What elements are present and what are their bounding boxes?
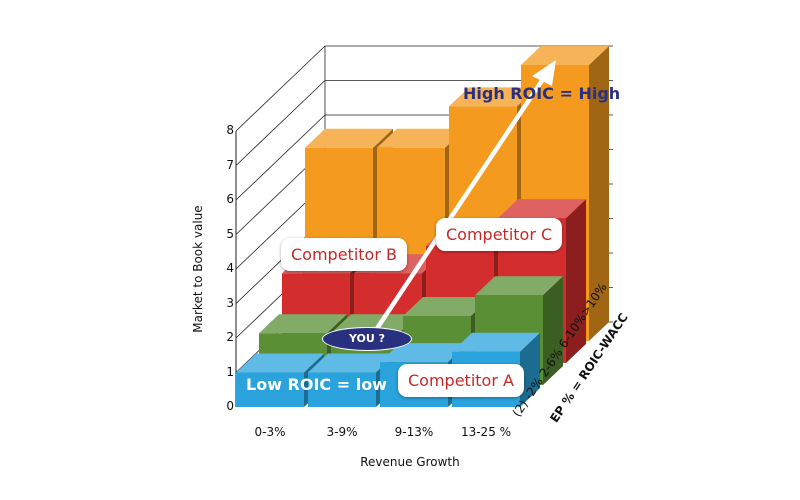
competitor-c-callout: Competitor C <box>436 218 563 251</box>
x-tick-label: 9-13% <box>394 425 434 439</box>
trend-arrow-line <box>373 73 548 333</box>
bar-top <box>403 297 491 316</box>
gridline-side <box>235 114 326 201</box>
y-tick-label: 0 <box>226 399 234 413</box>
x-tick-label: 13-25 % <box>460 425 512 439</box>
bar-top <box>380 343 468 363</box>
y-tick-label: 3 <box>226 295 234 310</box>
trend-arrow-head <box>532 60 556 86</box>
bar-side <box>566 199 586 363</box>
gridline-side <box>235 45 326 132</box>
y-tick-label: 1 <box>226 364 234 379</box>
bar-top <box>452 332 540 352</box>
y-tick-label: 7 <box>226 157 234 172</box>
bar-side <box>543 276 563 385</box>
bar-side <box>589 46 609 341</box>
y-tick-label: 6 <box>226 192 234 206</box>
bar-top <box>521 46 609 65</box>
bar <box>236 372 304 407</box>
y-tick-label: 8 <box>226 123 234 137</box>
competitor-a-callout: Competitor A <box>398 364 524 397</box>
bar-top <box>259 314 347 334</box>
bar-top <box>305 128 393 148</box>
y-tick-label: 2 <box>226 330 234 344</box>
bar-side <box>520 332 540 407</box>
you-badge: YOU ? <box>322 327 412 351</box>
x-axis-title: Revenue Growth <box>360 455 460 469</box>
gridline-side <box>235 80 326 166</box>
competitor-b-callout: Competitor B <box>281 238 407 271</box>
trend-arrow <box>373 60 556 333</box>
y-tick-label: 5 <box>226 226 234 241</box>
bar-top <box>377 128 465 148</box>
high-roic-label: High ROIC = High <box>463 84 621 103</box>
y-axis-title: Market to Book value <box>191 205 205 333</box>
x-tick-label: 0-3% <box>254 425 286 439</box>
x-tick-label: 3-9% <box>326 425 358 439</box>
bar-top <box>475 276 563 296</box>
bar-top <box>449 87 537 107</box>
y-tick-label: 4 <box>226 261 234 275</box>
bar-top <box>236 353 324 373</box>
low-roic-label: Low ROIC = low <box>246 375 387 394</box>
bar <box>308 372 376 407</box>
bar-top <box>308 353 396 373</box>
bar-top <box>498 199 586 219</box>
